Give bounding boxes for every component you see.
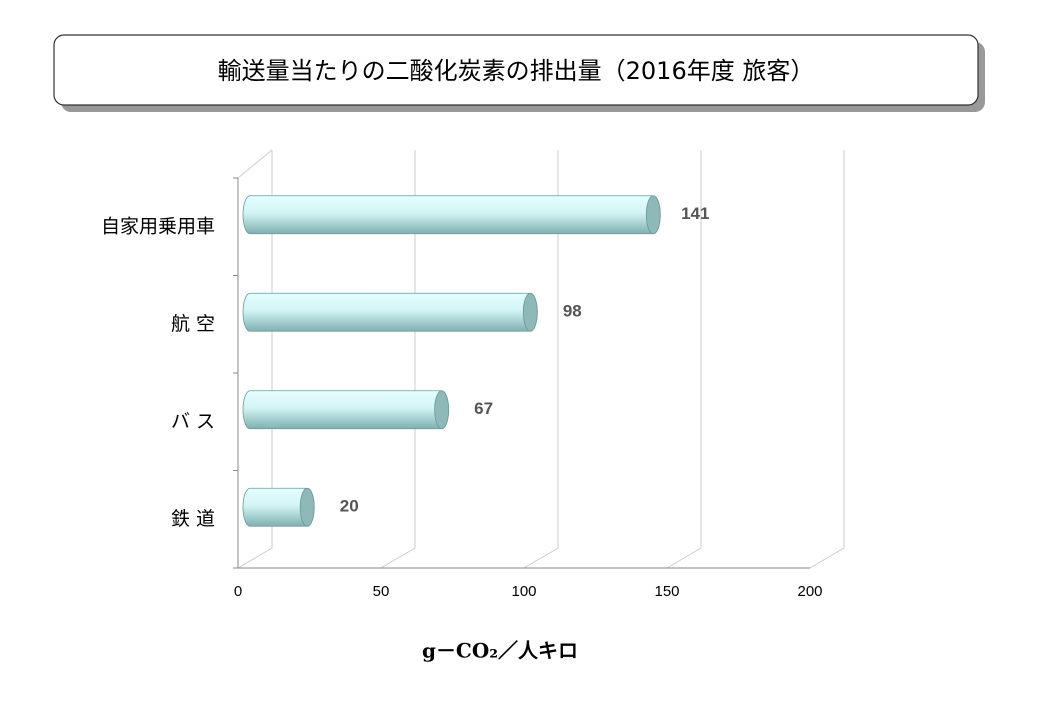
x-tick-label: 100 [511,583,536,600]
x-axis-label: g－CO₂／人キロ [422,639,578,663]
bar-cap [522,292,538,332]
grid-line [380,150,416,569]
bar [242,195,661,235]
bar-cap [299,487,315,527]
chart-title: 輸送量当たりの二酸化炭素の排出量（2016年度 旅客） [218,57,815,85]
bar-cap [645,195,661,235]
y-tick-label: バ ス [171,410,215,432]
grid-line [237,150,273,569]
bar-cap [434,390,450,430]
grid-line [523,150,559,569]
bar [242,292,538,332]
x-tick-label: 200 [797,583,822,600]
x-tick-label: 150 [654,583,679,600]
y-tick-label: 鉄 道 [171,508,215,530]
bar [242,390,449,430]
value-label: 20 [340,497,359,516]
title-box [53,34,979,106]
value-label: 67 [474,399,493,418]
grid-line [666,150,702,569]
x-tick-label: 50 [373,583,390,600]
value-label: 98 [563,302,582,321]
x-tick-label: 0 [234,583,242,600]
y-tick-label: 自家用乗用車 [101,215,215,237]
grid-line [809,150,845,569]
y-tick-label: 航 空 [171,313,215,335]
axis-line [237,149,273,179]
value-label: 141 [681,204,709,223]
